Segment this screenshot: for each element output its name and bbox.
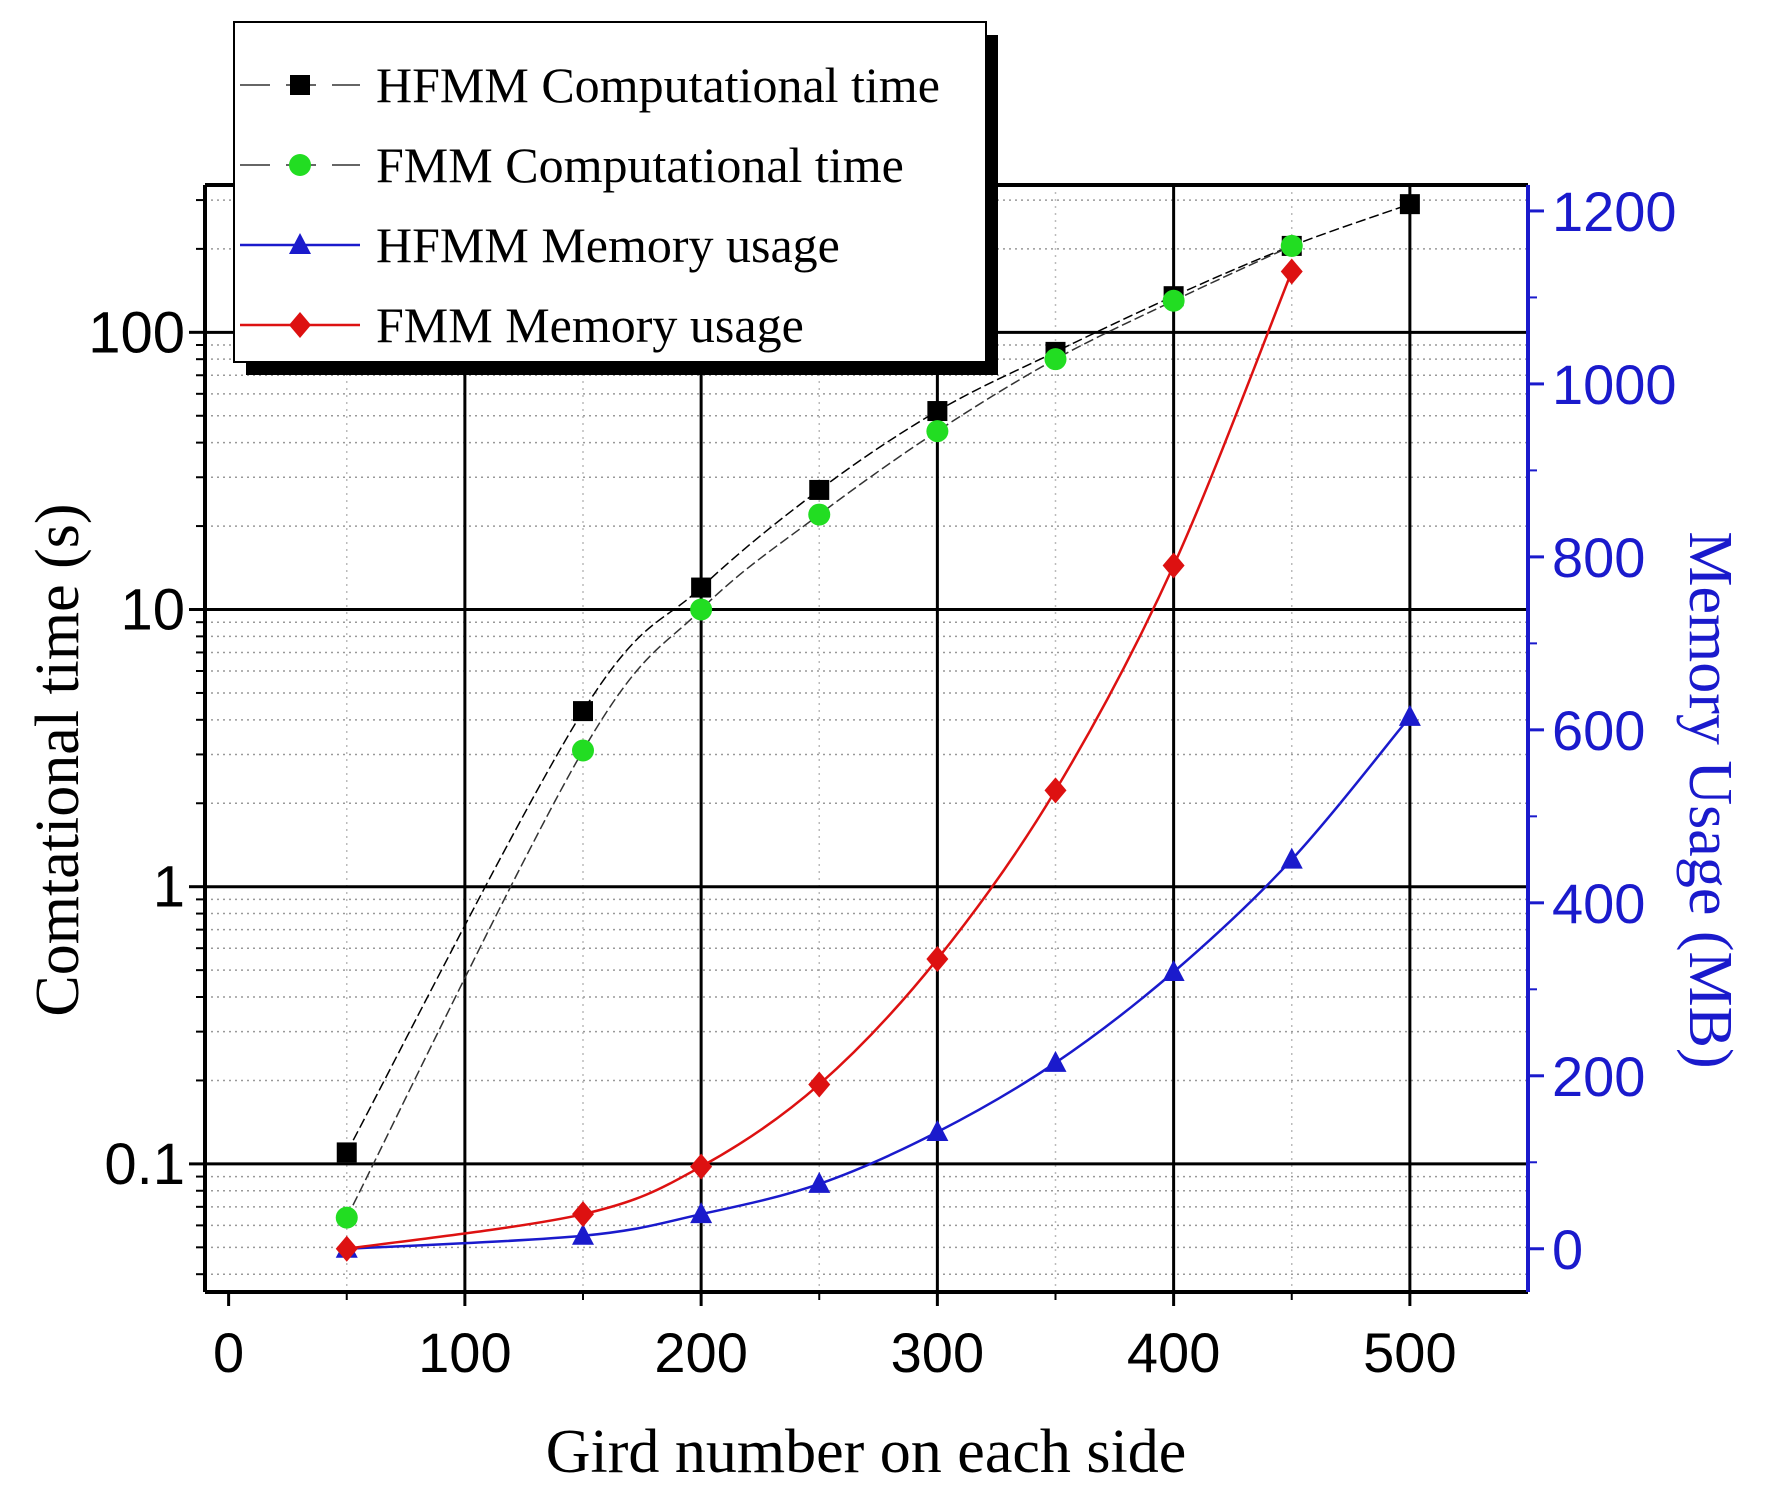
legend-item: HFMM Computational time — [240, 57, 940, 113]
data-point — [1399, 194, 1420, 215]
legend-marker — [289, 154, 311, 176]
y-left-tick-label: 1 — [153, 855, 185, 920]
data-point — [1162, 552, 1185, 579]
x-tick-label: 400 — [1127, 1321, 1220, 1384]
data-point — [1280, 847, 1303, 869]
data-point — [1280, 234, 1303, 257]
legend-label: HFMM Computational time — [376, 57, 940, 113]
legend-label: FMM Computational time — [376, 137, 904, 193]
legend-item: FMM Computational time — [240, 137, 904, 193]
legend-items: HFMM Computational time FMM Computational… — [240, 57, 940, 353]
y-right-tick-label: 200 — [1552, 1045, 1645, 1108]
data-point — [1044, 348, 1067, 371]
data-point — [572, 1201, 594, 1228]
legend-marker — [290, 75, 310, 95]
data-point — [572, 1223, 594, 1245]
tick-labels: 0 100 200 300 400 5000.1110100020040060080010… — [88, 180, 1676, 1384]
y-right-tick-label: 800 — [1552, 526, 1645, 589]
data-point — [335, 1235, 358, 1262]
data-point — [335, 1206, 358, 1229]
data-point — [926, 946, 949, 973]
x-tick-label: 300 — [891, 1321, 984, 1384]
data-point — [927, 401, 948, 422]
data-point — [572, 739, 594, 762]
data-point — [691, 577, 712, 598]
data-point — [690, 1153, 713, 1180]
data-point — [1044, 1050, 1067, 1072]
data-point — [1398, 704, 1421, 726]
data-point — [926, 1120, 949, 1142]
y-right-tick-label: 600 — [1552, 699, 1645, 762]
x-tick-label: 0 — [213, 1321, 244, 1384]
y-right-tick-label: 0 — [1552, 1218, 1583, 1281]
y-left-tick-label: 10 — [120, 578, 185, 643]
data-point — [808, 503, 831, 526]
data-point — [1044, 777, 1067, 804]
data-point — [690, 598, 713, 621]
series-1 — [335, 234, 1303, 1229]
x-tick-label: 200 — [654, 1321, 747, 1384]
series-line — [346, 203, 1411, 1153]
legend-marker — [289, 233, 311, 254]
series-layer — [335, 194, 1421, 1262]
legend-item: FMM Memory usage — [240, 297, 804, 353]
data-point — [808, 1171, 831, 1193]
data-point — [808, 1071, 831, 1098]
legend-item: HFMM Memory usage — [240, 217, 840, 273]
x-tick-label: 100 — [418, 1321, 511, 1384]
legend-box — [233, 21, 987, 363]
legend-label: FMM Memory usage — [376, 297, 804, 353]
data-point — [1162, 960, 1185, 982]
x-axis-title: Gird number on each side — [546, 1418, 1186, 1486]
data-point — [809, 479, 830, 500]
minor-gridlines — [205, 185, 1528, 1292]
data-point — [926, 420, 949, 443]
y-left-axis-title: Comtational time (s) — [24, 503, 92, 1016]
y-right-axis-title: Memory Usage (MB) — [1676, 531, 1744, 1068]
data-point — [1280, 258, 1303, 285]
x-tick-label: 500 — [1363, 1321, 1456, 1384]
legend: HFMM Computational time FMM Computational… — [233, 21, 998, 375]
y-right-tick-label: 1200 — [1552, 180, 1677, 243]
tick-marks — [189, 199, 1544, 1306]
legend-marker — [289, 312, 311, 338]
y-right-tick-label: 1000 — [1552, 353, 1677, 416]
y-left-tick-label: 0.1 — [104, 1132, 185, 1197]
legend-label: HFMM Memory usage — [376, 217, 840, 273]
y-right-tick-label: 400 — [1552, 872, 1645, 935]
data-point — [573, 701, 593, 722]
series-3 — [335, 258, 1303, 1262]
data-point — [690, 1202, 713, 1224]
data-point — [336, 1142, 357, 1163]
y-left-tick-label: 100 — [88, 300, 185, 365]
data-point — [1162, 289, 1185, 312]
